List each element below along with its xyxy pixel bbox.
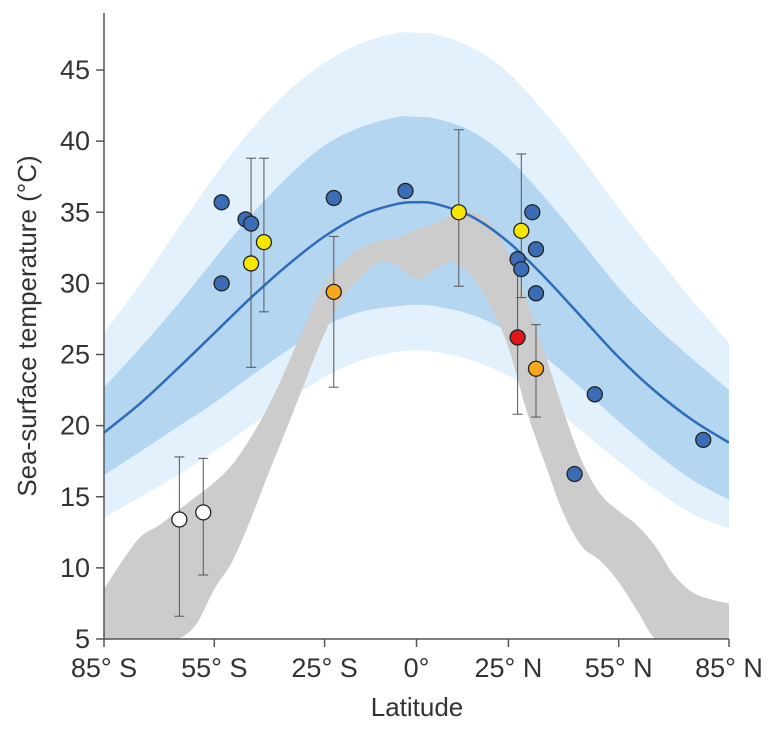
y-tick-label: 20 [60, 411, 90, 441]
data-point-blue [524, 204, 541, 221]
y-axis-title: Sea-surface temperature (°C) [12, 155, 42, 496]
data-point-orange [527, 360, 545, 377]
x-ticks: 85° S 55° S 25° S 0° 25° N 55° N 85° N [71, 639, 763, 683]
modern-temperature-band [104, 211, 729, 639]
data-point-white [195, 504, 212, 521]
error-bar [328, 235, 339, 388]
x-tick-label: 55° N [585, 653, 653, 683]
data-point-blue [513, 260, 530, 278]
data-point-blue [586, 386, 603, 403]
x-tick-label: 25° S [291, 653, 357, 683]
y-tick-label: 35 [60, 197, 90, 227]
data-point-yellow [242, 255, 260, 272]
data-point-yellow [255, 233, 273, 251]
y-tick-label: 15 [60, 482, 90, 512]
y-ticks: 5 10 15 20 25 30 35 40 45 [60, 55, 104, 654]
data-point-orange [325, 283, 342, 301]
data-point-blue [566, 465, 583, 483]
data-point-white [171, 511, 188, 528]
data-point-blue [527, 241, 545, 258]
data-point-red [509, 329, 526, 346]
data-points [171, 182, 712, 528]
x-tick-label: 25° N [474, 653, 542, 683]
axes: 85° S 55° S 25° S 0° 25° N 55° N 85° N 5 10 15 20… [12, 13, 763, 722]
x-tick-label: 85° S [71, 653, 137, 683]
data-point-yellow [513, 222, 530, 239]
y-tick-label: 40 [60, 126, 90, 156]
y-tick-label: 45 [60, 55, 90, 85]
y-tick-label: 30 [60, 268, 90, 298]
y-tick-label: 10 [60, 553, 90, 583]
x-tick-label: 55° S [181, 653, 247, 683]
data-point-blue [213, 275, 230, 292]
x-axis-title: Latitude [371, 692, 464, 722]
x-tick-label: 85° N [695, 653, 763, 683]
data-point-blue [397, 182, 414, 200]
fit-curve [104, 200, 729, 444]
data-point-blue [325, 189, 342, 207]
data-point-yellow [450, 204, 467, 221]
x-tick-label: 0° [404, 653, 430, 683]
data-point-blue [527, 285, 545, 302]
y-tick-label: 25 [60, 340, 90, 370]
plot-area [104, 32, 729, 639]
y-tick-label: 5 [75, 624, 90, 654]
inner-uncertainty-band [104, 116, 729, 500]
error-bar [174, 456, 185, 617]
data-point-blue [213, 194, 230, 211]
data-point-blue [242, 215, 260, 232]
data-point-blue [695, 431, 712, 449]
